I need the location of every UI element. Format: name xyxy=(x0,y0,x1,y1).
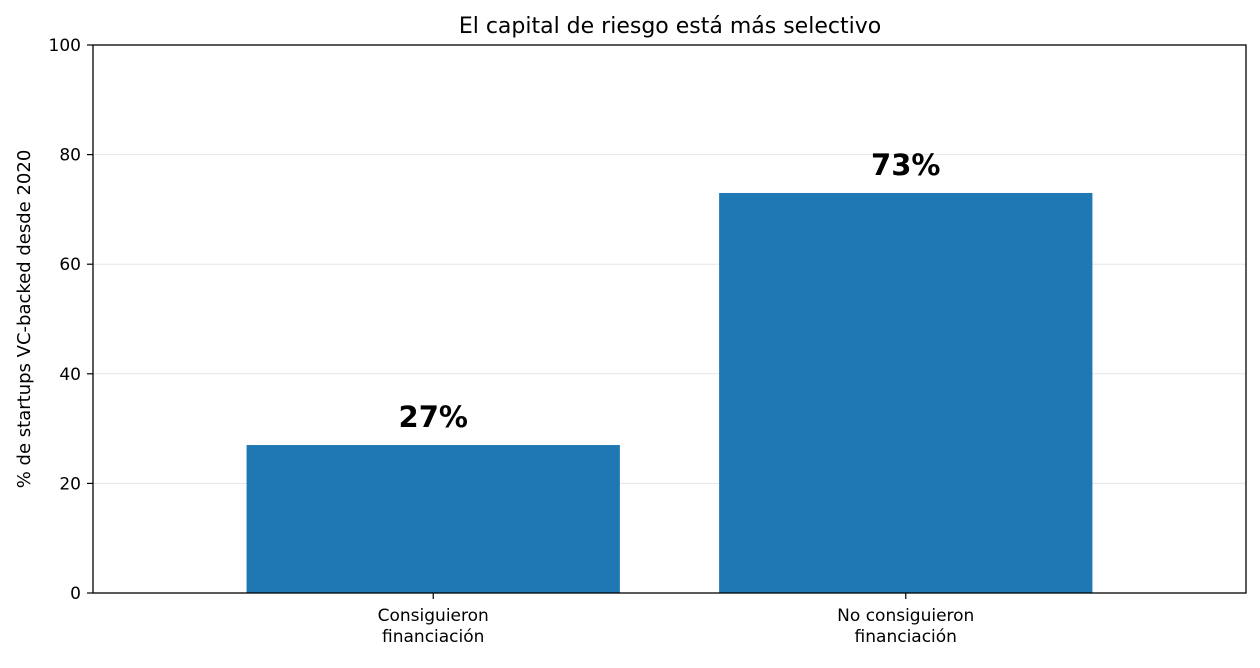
bar-value-label: 27% xyxy=(399,400,468,434)
y-tick-label: 60 xyxy=(59,255,81,275)
bar xyxy=(246,445,620,593)
bars xyxy=(246,192,1093,593)
bar-value-label: 73% xyxy=(871,148,940,182)
y-tick-label: 0 xyxy=(70,584,81,604)
y-tick-label: 80 xyxy=(59,146,81,166)
x-tick-label: No consiguieron xyxy=(837,606,974,626)
y-tick-label: 40 xyxy=(59,365,81,385)
plot-frame xyxy=(92,44,1247,594)
x-tick-label: financiación xyxy=(382,627,484,647)
chart-title: El capital de riesgo está más selectivo xyxy=(459,14,881,39)
y-tick-label: 100 xyxy=(49,36,81,56)
y-axis-label: % de startups VC-backed desde 2020 xyxy=(14,150,35,489)
x-tick-label: Consiguieron xyxy=(378,606,489,626)
bar xyxy=(719,192,1093,593)
x-tick-label: financiación xyxy=(855,627,957,647)
y-tick-label: 20 xyxy=(59,474,81,494)
value-labels: 27% 73% xyxy=(399,148,941,434)
